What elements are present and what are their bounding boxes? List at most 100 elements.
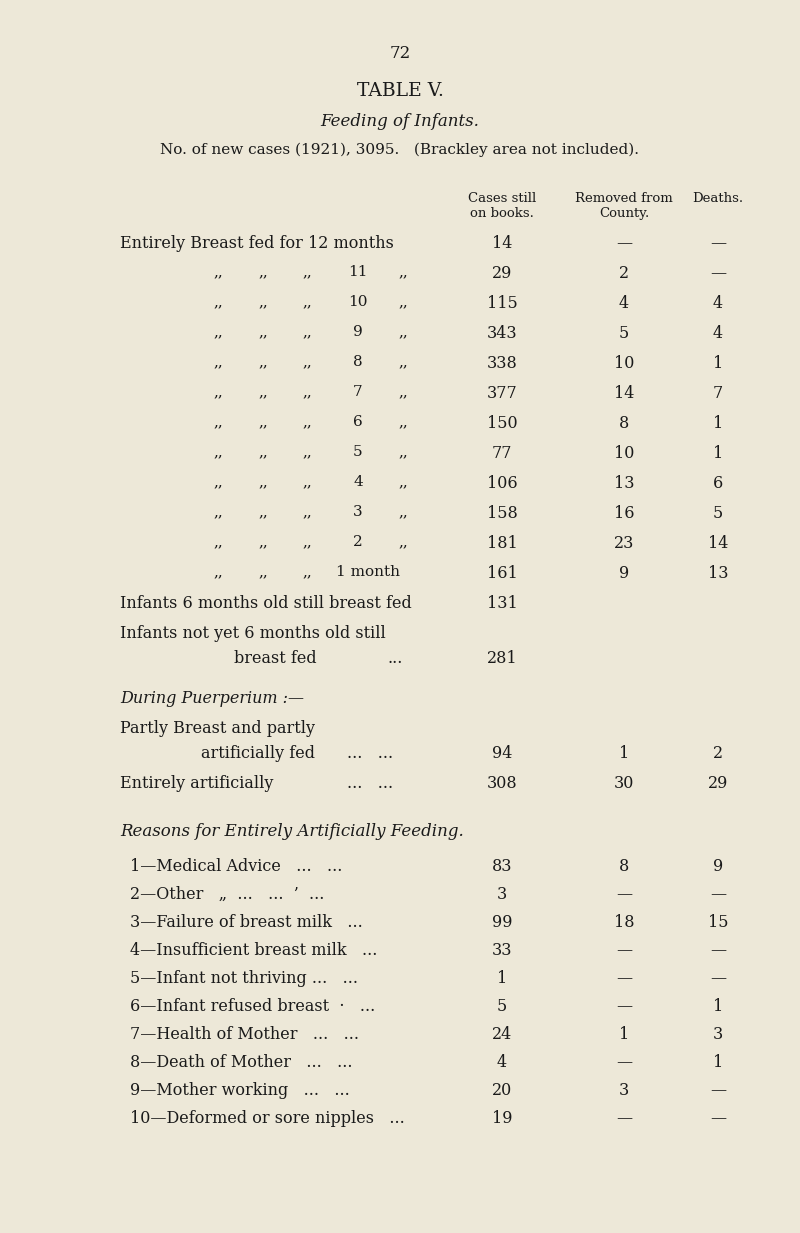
Text: —: —: [616, 1110, 632, 1127]
Text: ,,: ,,: [398, 445, 408, 459]
Text: 4: 4: [713, 326, 723, 342]
Text: ,,: ,,: [302, 416, 312, 429]
Text: 33: 33: [492, 942, 512, 959]
Text: 72: 72: [390, 44, 410, 62]
Text: 19: 19: [492, 1110, 512, 1127]
Text: TABLE V.: TABLE V.: [357, 83, 443, 100]
Text: ...: ...: [387, 650, 402, 667]
Text: Entirely artificially: Entirely artificially: [120, 776, 274, 792]
Text: 15: 15: [708, 914, 728, 931]
Text: ,,: ,,: [302, 445, 312, 459]
Text: 29: 29: [492, 265, 512, 282]
Text: ,,: ,,: [302, 355, 312, 369]
Text: ,,: ,,: [258, 265, 268, 279]
Text: Infants 6 months old still breast fed: Infants 6 months old still breast fed: [120, 596, 412, 612]
Text: 1: 1: [497, 970, 507, 986]
Text: 4: 4: [353, 475, 363, 490]
Text: ,,: ,,: [302, 535, 312, 549]
Text: 8: 8: [619, 858, 629, 875]
Text: 4: 4: [619, 295, 629, 312]
Text: During Puerperium :—: During Puerperium :—: [120, 690, 304, 707]
Text: ,,: ,,: [302, 475, 312, 490]
Text: 10: 10: [614, 445, 634, 462]
Text: 150: 150: [486, 416, 518, 432]
Text: 8: 8: [353, 355, 363, 369]
Text: 6—Infant refused breast  ·   ...: 6—Infant refused breast · ...: [130, 997, 375, 1015]
Text: ,,: ,,: [213, 385, 223, 399]
Text: —: —: [710, 942, 726, 959]
Text: ,,: ,,: [398, 416, 408, 429]
Text: 338: 338: [486, 355, 518, 372]
Text: 4—Insufficient breast milk   ...: 4—Insufficient breast milk ...: [130, 942, 378, 959]
Text: ,,: ,,: [258, 475, 268, 490]
Text: ,,: ,,: [213, 355, 223, 369]
Text: 6: 6: [713, 475, 723, 492]
Text: —: —: [616, 887, 632, 903]
Text: County.: County.: [599, 207, 649, 219]
Text: 1: 1: [619, 745, 629, 762]
Text: ,,: ,,: [258, 355, 268, 369]
Text: 158: 158: [486, 506, 518, 522]
Text: 77: 77: [492, 445, 512, 462]
Text: 106: 106: [486, 475, 518, 492]
Text: 16: 16: [614, 506, 634, 522]
Text: —: —: [710, 265, 726, 282]
Text: ,,: ,,: [398, 295, 408, 309]
Text: ,,: ,,: [258, 326, 268, 339]
Text: ,,: ,,: [398, 475, 408, 490]
Text: 2: 2: [619, 265, 629, 282]
Text: Partly Breast and partly: Partly Breast and partly: [120, 720, 315, 737]
Text: 5: 5: [353, 445, 363, 459]
Text: breast fed: breast fed: [234, 650, 316, 667]
Text: 115: 115: [486, 295, 518, 312]
Text: 9: 9: [619, 565, 629, 582]
Text: Reasons for Entirely Artificially Feeding.: Reasons for Entirely Artificially Feedin…: [120, 822, 464, 840]
Text: 14: 14: [708, 535, 728, 552]
Text: artificially fed: artificially fed: [201, 745, 315, 762]
Text: Removed from: Removed from: [575, 192, 673, 205]
Text: —: —: [616, 970, 632, 986]
Text: 3—Failure of breast milk   ...: 3—Failure of breast milk ...: [130, 914, 362, 931]
Text: Deaths.: Deaths.: [693, 192, 743, 205]
Text: 1: 1: [713, 445, 723, 462]
Text: 1: 1: [713, 997, 723, 1015]
Text: 7—Health of Mother   ...   ...: 7—Health of Mother ... ...: [130, 1026, 359, 1043]
Text: ,,: ,,: [302, 385, 312, 399]
Text: ,,: ,,: [213, 475, 223, 490]
Text: 3: 3: [353, 506, 363, 519]
Text: 1: 1: [713, 355, 723, 372]
Text: —: —: [616, 236, 632, 252]
Text: ,,: ,,: [213, 416, 223, 429]
Text: ,,: ,,: [258, 295, 268, 309]
Text: ,,: ,,: [398, 326, 408, 339]
Text: 23: 23: [614, 535, 634, 552]
Text: 181: 181: [486, 535, 518, 552]
Text: ,,: ,,: [258, 445, 268, 459]
Text: 2: 2: [713, 745, 723, 762]
Text: 24: 24: [492, 1026, 512, 1043]
Text: 30: 30: [614, 776, 634, 792]
Text: 9—Mother working   ...   ...: 9—Mother working ... ...: [130, 1083, 350, 1099]
Text: ,,: ,,: [213, 326, 223, 339]
Text: ,,: ,,: [258, 416, 268, 429]
Text: 377: 377: [486, 385, 518, 402]
Text: ,,: ,,: [398, 385, 408, 399]
Text: 83: 83: [492, 858, 512, 875]
Text: 10—Deformed or sore nipples   ...: 10—Deformed or sore nipples ...: [130, 1110, 405, 1127]
Text: ,,: ,,: [398, 506, 408, 519]
Text: 18: 18: [614, 914, 634, 931]
Text: ,,: ,,: [398, 265, 408, 279]
Text: 131: 131: [486, 596, 518, 612]
Text: ,,: ,,: [258, 565, 268, 580]
Text: —: —: [616, 1054, 632, 1071]
Text: 5: 5: [619, 326, 629, 342]
Text: 13: 13: [614, 475, 634, 492]
Text: 4: 4: [497, 1054, 507, 1071]
Text: ,,: ,,: [302, 565, 312, 580]
Text: ,,: ,,: [258, 535, 268, 549]
Text: 308: 308: [486, 776, 518, 792]
Text: ,,: ,,: [302, 295, 312, 309]
Text: Feeding of Infants.: Feeding of Infants.: [321, 113, 479, 129]
Text: —: —: [616, 942, 632, 959]
Text: Cases still: Cases still: [468, 192, 536, 205]
